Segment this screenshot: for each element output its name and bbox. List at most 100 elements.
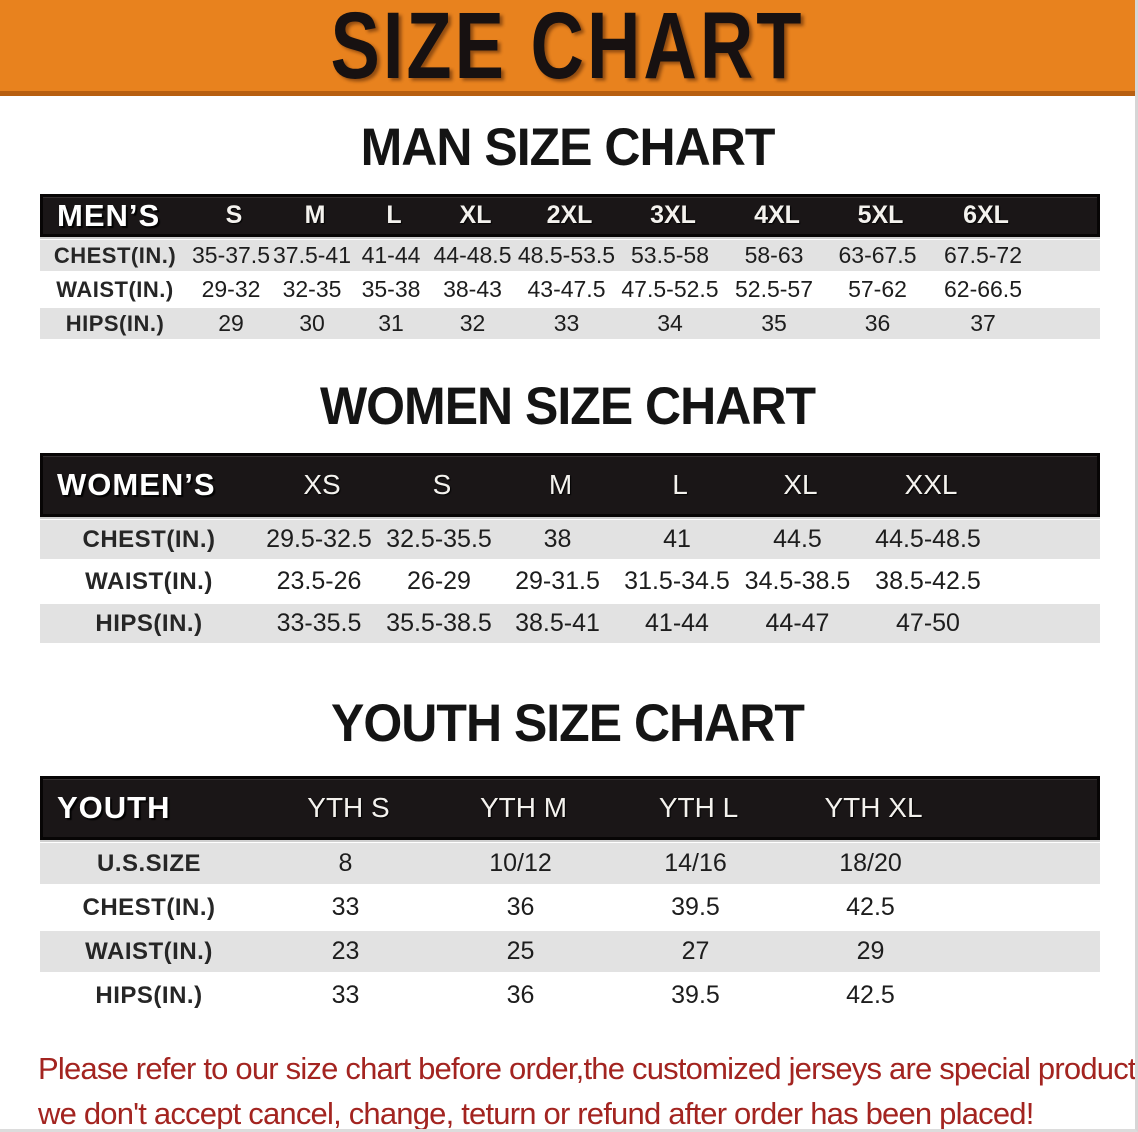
- column-header: YTH M: [479, 792, 568, 823]
- cell-value: 29: [218, 310, 244, 336]
- cell-value: 37.5-41: [272, 242, 351, 268]
- cell-value: 18/20: [839, 849, 902, 877]
- cell-value: 43-47.5: [527, 276, 606, 302]
- cell-value: 31: [378, 310, 404, 336]
- cell-value: 32: [459, 310, 486, 336]
- cell-value: 39.5: [671, 893, 720, 921]
- cell-value: 34.5-38.5: [744, 567, 851, 595]
- cell-value: 44.5: [773, 525, 822, 553]
- column-header: M: [304, 201, 326, 229]
- cell-value: 34: [657, 310, 683, 336]
- table-row: WAIST(IN.) 29-32 32-35 35-38 38-43 43-47.5 47.…: [40, 274, 1100, 305]
- cell-value: 42.5: [846, 893, 895, 921]
- table-row: U.S.SIZE 8 10/12 14/16 18/20: [40, 843, 1100, 884]
- table-row: CHEST(IN.) 33 36 39.5 42.5: [40, 887, 1100, 928]
- cell-value: 38.5-42.5: [875, 567, 981, 595]
- row-label: CHEST(IN.): [82, 525, 216, 553]
- cell-value: 41-44: [645, 609, 709, 637]
- row-label: WAIST(IN.): [56, 276, 174, 302]
- row-label: HIPS(IN.): [95, 981, 203, 1009]
- section-heading: YOUTH SIZE CHART: [331, 693, 805, 753]
- section-women: WOMEN SIZE CHART WOMEN’S XS S M L XL XXL CHEST(…: [0, 376, 1135, 643]
- row-label: CHEST(IN.): [82, 893, 216, 921]
- section-youth: YOUTH SIZE CHART YOUTH YTH S YTH M YTH L YTH…: [0, 693, 1135, 1016]
- column-header: XL: [459, 201, 492, 229]
- cell-value: 10/12: [489, 849, 552, 877]
- cell-value: 25: [506, 937, 535, 965]
- cell-value: 52.5-57: [734, 276, 813, 302]
- cell-value: 35.5-38.5: [386, 609, 492, 637]
- cell-value: 27: [681, 937, 710, 965]
- cell-value: 8: [338, 849, 353, 877]
- cell-value: 26-29: [407, 567, 471, 595]
- row-label: WAIST(IN.): [85, 937, 213, 965]
- cell-value: 36: [506, 981, 535, 1009]
- cell-value: 41: [663, 525, 691, 553]
- cell-value: 58-63: [744, 242, 804, 268]
- cell-value: 29.5-32.5: [266, 525, 372, 553]
- cell-value: 41-44: [361, 242, 421, 268]
- table-row: WAIST(IN.) 23 25 27 29: [40, 931, 1100, 972]
- cell-value: 67.5-72: [943, 242, 1022, 268]
- disclaimer-line-2: we don't accept cancel, change, teturn o…: [38, 1096, 1034, 1131]
- cell-value: 37: [970, 310, 996, 336]
- cell-value: 38-43: [443, 276, 502, 302]
- table-row: CHEST(IN.) 35-37.5 37.5-41 41-44 44-48.5 48.5…: [40, 240, 1100, 271]
- banner: SIZE CHART: [0, 0, 1135, 99]
- cell-value: 33-35.5: [276, 609, 362, 637]
- row-label: WAIST(IN.): [85, 567, 213, 595]
- section-men: MAN SIZE CHART MEN’S S M L XL 2XL 3XL 4XL 5XL 6XL…: [0, 121, 1135, 339]
- column-header: YTH S: [307, 792, 390, 823]
- column-header: L: [672, 469, 688, 500]
- cell-value: 31.5-34.5: [624, 567, 730, 595]
- cell-value: 35-38: [361, 276, 421, 302]
- cell-value: 32.5-35.5: [386, 525, 492, 553]
- cell-value: 32-35: [282, 276, 342, 302]
- column-header: 4XL: [754, 201, 800, 229]
- cell-value: 35: [761, 310, 787, 336]
- column-header: YTH XL: [824, 792, 923, 823]
- cell-value: 14/16: [664, 849, 727, 877]
- cell-value: 29-31.5: [515, 567, 600, 595]
- column-header: XL: [783, 469, 818, 500]
- cell-value: 42.5: [846, 981, 895, 1009]
- disclaimer: Please refer to our size chart before or…: [38, 1046, 1138, 1131]
- cell-value: 39.5: [671, 981, 720, 1009]
- column-header: L: [386, 201, 402, 229]
- cell-value: 53.5-58: [630, 242, 709, 268]
- table-header-row: MEN’S S M L XL 2XL 3XL 4XL 5XL 6XL: [40, 194, 1100, 237]
- cell-value: 62-66.5: [943, 276, 1022, 302]
- table-row: CHEST(IN.) 29.5-32.5 32.5-35.5 38 41 44.5 44.5…: [40, 520, 1100, 559]
- table-header-row: YOUTH YTH S YTH M YTH L YTH XL: [40, 776, 1100, 840]
- cell-value: 23.5-26: [276, 567, 362, 595]
- cell-value: 29: [856, 937, 885, 965]
- cell-value: 47.5-52.5: [621, 276, 719, 302]
- cell-value: 30: [299, 310, 325, 336]
- table-row: HIPS(IN.) 33 36 39.5 42.5: [40, 975, 1100, 1016]
- disclaimer-line-1: Please refer to our size chart before or…: [38, 1051, 1138, 1086]
- column-header: S: [225, 201, 243, 229]
- cell-value: 38: [543, 525, 572, 553]
- cell-value: 44-48.5: [433, 242, 512, 268]
- cell-value: 48.5-53.5: [517, 242, 616, 268]
- table-row: HIPS(IN.) 29 30 31 32 33 34 35 36 37: [40, 308, 1100, 339]
- cell-value: 29-32: [201, 276, 261, 302]
- cell-value: 57-62: [848, 276, 907, 302]
- row-label: U.S.SIZE: [96, 849, 202, 877]
- cell-value: 23: [331, 937, 360, 965]
- size-table: MEN’S S M L XL 2XL 3XL 4XL 5XL 6XL CHEST(IN.) 35-37…: [40, 194, 1100, 339]
- column-header: XS: [303, 469, 341, 500]
- section-heading: WOMEN SIZE CHART: [319, 376, 816, 436]
- column-header: 6XL: [963, 201, 1009, 229]
- cell-value: 35-37.5: [191, 242, 270, 268]
- cell-value: 36: [506, 893, 535, 921]
- cell-value: 38.5-41: [515, 609, 600, 637]
- column-header: XXL: [904, 469, 958, 500]
- table-row: HIPS(IN.) 33-35.5 35.5-38.5 38.5-41 41-44 44-…: [40, 604, 1100, 643]
- cell-value: 33: [553, 310, 580, 336]
- cell-value: 33: [331, 981, 360, 1009]
- cell-value: 44.5-48.5: [875, 525, 981, 553]
- cell-value: 47-50: [896, 609, 960, 637]
- size-table: WOMEN’S XS S M L XL XXL CHEST(IN.) 29.5-32.5 32.5…: [40, 453, 1100, 643]
